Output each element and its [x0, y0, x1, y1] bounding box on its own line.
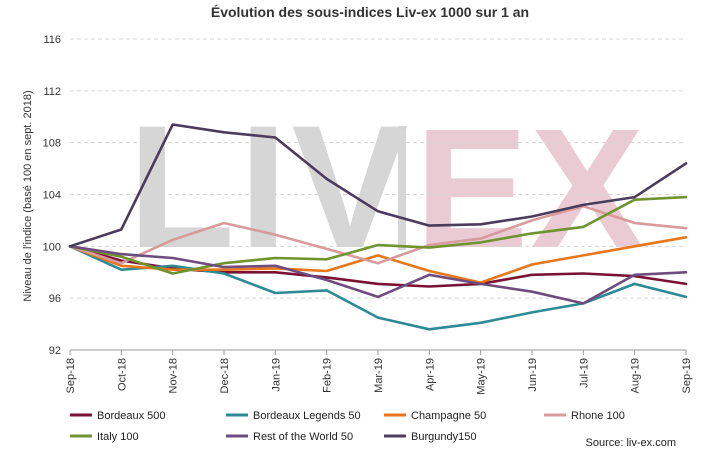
- x-tick-label: Sep-18: [65, 358, 77, 393]
- legend: Bordeaux 500 Bordeaux Legends 50 Champagne…: [70, 410, 625, 443]
- series-lines: [68, 123, 688, 331]
- x-tick-label: Aug-19: [630, 358, 642, 393]
- x-tick-label: Jun-19: [527, 358, 539, 392]
- y-tick-label: 104: [43, 190, 61, 202]
- legend-item: Rest of the World 50: [226, 431, 353, 443]
- legend-label: Rhone 100: [571, 410, 625, 422]
- y-tick-label: 100: [43, 241, 61, 253]
- x-tick-label: Feb-19: [322, 358, 334, 393]
- legend-label: Burgundy150: [411, 431, 476, 443]
- legend-label: Champagne 50: [411, 410, 486, 422]
- y-axis: 92 96 100 104 108 112 116: [43, 34, 61, 357]
- y-axis-label: Niveau de l'indice (basé 100 en sept. 20…: [22, 90, 34, 301]
- x-axis: Sep-18 Oct-18 Nov-18 Dec-18 Jan-19 Feb-19 Mar-…: [65, 349, 693, 395]
- series-line-rest-of-the-world-50: [68, 245, 688, 305]
- x-tick-label: Jan-19: [270, 358, 282, 392]
- y-tick-label: 108: [43, 138, 61, 150]
- x-tick-label: Apr-19: [424, 358, 436, 391]
- series-line-champagne-50: [68, 236, 688, 284]
- x-tick-label: Dec-18: [219, 358, 231, 393]
- x-tick-label: May-19: [476, 358, 488, 395]
- liv-ex-watermark-logo: LIV EX: [128, 90, 646, 285]
- x-tick-label: Nov-18: [168, 358, 180, 393]
- source-text: Source: liv-ex.com: [586, 437, 676, 449]
- legend-item: Italy 100: [70, 431, 139, 443]
- svg-text:LIV: LIV: [128, 90, 412, 285]
- x-tick-label: Jul-19: [578, 358, 590, 388]
- y-tick-label: 96: [49, 293, 61, 305]
- legend-item: Bordeaux Legends 50: [226, 410, 361, 422]
- x-tick-label: Sep-19: [681, 358, 693, 393]
- chart-title: Évolution des sous-indices Liv-ex 1000 s…: [211, 4, 529, 20]
- legend-item: Rhone 100: [544, 410, 625, 422]
- x-tick-label: Oct-18: [116, 358, 128, 391]
- legend-item: Burgundy150: [384, 431, 476, 443]
- legend-label: Italy 100: [97, 431, 139, 443]
- y-tick-label: 92: [49, 345, 61, 357]
- svg-text:EX: EX: [415, 94, 646, 284]
- x-tick-label: Mar-19: [373, 358, 385, 393]
- series-line-italy-100: [68, 195, 688, 275]
- y-tick-label: 112: [43, 86, 61, 98]
- legend-label: Bordeaux 500: [97, 410, 166, 422]
- y-tick-label: 116: [43, 34, 61, 46]
- series-line-burgundy150: [68, 123, 688, 248]
- legend-item: Bordeaux 500: [70, 410, 166, 422]
- legend-label: Bordeaux Legends 50: [253, 410, 361, 422]
- legend-label: Rest of the World 50: [253, 431, 353, 443]
- legend-item: Champagne 50: [384, 410, 486, 422]
